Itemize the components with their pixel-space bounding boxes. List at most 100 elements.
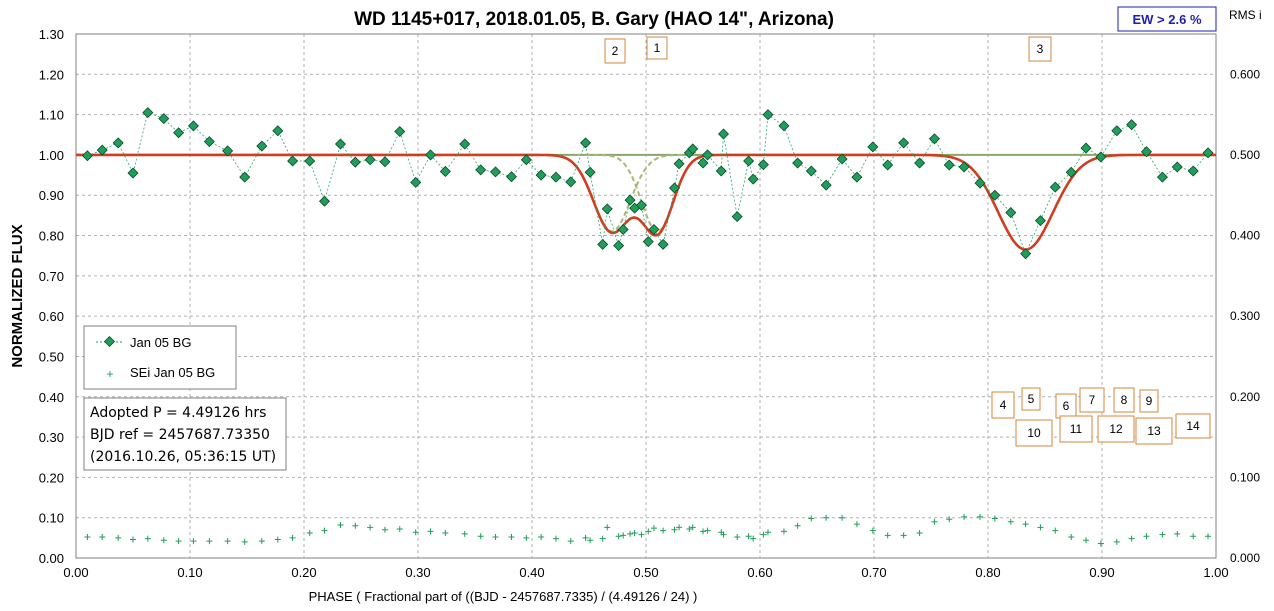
- flux-point: [187, 120, 199, 132]
- flux-point: [1095, 151, 1107, 163]
- rms-point: [853, 521, 860, 528]
- flux-point: [81, 150, 93, 162]
- x-tick-label: 0.50: [633, 565, 658, 580]
- rms-point: [587, 537, 594, 544]
- flux-point: [1005, 207, 1017, 219]
- flux-point: [475, 164, 487, 176]
- rms-point: [1022, 521, 1029, 528]
- flux-point: [222, 145, 234, 157]
- flux-point: [1126, 119, 1138, 131]
- dip-label-box: [1139, 389, 1159, 413]
- flux-point: [584, 166, 596, 178]
- info-period: Adopted P = 4.49126 hrs: [90, 405, 266, 421]
- rms-point: [1143, 533, 1150, 540]
- rms-point: [367, 524, 374, 531]
- rms-point: [289, 534, 296, 541]
- rms-point: [190, 538, 197, 545]
- y2-tick-label: 0.600: [1230, 67, 1260, 81]
- y-tick-label: 1.10: [39, 108, 64, 123]
- rms-point: [258, 538, 265, 545]
- flux-point: [851, 171, 863, 183]
- rms-point: [884, 532, 891, 539]
- rms-point: [604, 524, 611, 531]
- rms-point: [442, 530, 449, 537]
- flux-point: [928, 133, 940, 145]
- flux-point: [1049, 181, 1061, 193]
- rms-point: [274, 536, 281, 543]
- grid: [76, 34, 1216, 558]
- rms-point: [700, 528, 706, 535]
- flux-point: [173, 127, 185, 139]
- dip-label-box: [1079, 387, 1105, 413]
- rms-point: [745, 533, 752, 540]
- x-tick-label: 0.60: [747, 565, 772, 580]
- flux-point: [349, 156, 361, 168]
- flux-point: [1140, 146, 1152, 158]
- flux-point: [459, 138, 471, 150]
- y2-tick-label: 0.300: [1230, 309, 1260, 323]
- rms-point: [552, 535, 559, 542]
- flux-point: [142, 107, 154, 119]
- dip-label-box: [1015, 419, 1053, 447]
- rms-point: [1007, 518, 1014, 525]
- rms-point: [477, 533, 484, 540]
- rms-point: [567, 538, 574, 545]
- x-tick-label: 0.90: [1089, 565, 1114, 580]
- dip-label-box: [991, 391, 1015, 419]
- flux-point: [505, 171, 517, 183]
- dip-label-box: [1059, 415, 1093, 443]
- flux-point: [974, 177, 986, 189]
- rms-point: [1068, 534, 1075, 541]
- rms-point: [538, 534, 545, 541]
- flux-point: [668, 182, 681, 194]
- rms-point: [839, 514, 846, 521]
- flux-point: [287, 155, 299, 167]
- rms-point: [427, 528, 434, 535]
- flux-point: [319, 195, 331, 207]
- dip-label-box: [1028, 36, 1052, 62]
- flux-point: [757, 159, 769, 171]
- dip-label: 5: [1028, 392, 1035, 406]
- flux-point: [394, 126, 406, 138]
- rms-point: [638, 531, 645, 538]
- rms-point: [760, 531, 767, 538]
- flux-point: [158, 113, 170, 125]
- y-tick-label: 1.00: [39, 148, 64, 163]
- dip-label: 2: [612, 44, 619, 58]
- flux-point: [580, 137, 592, 149]
- y-tick-label: 0.80: [39, 229, 64, 244]
- rms-point: [671, 526, 678, 533]
- rms-point: [676, 524, 683, 531]
- flux-point: [565, 176, 577, 188]
- rms-point: [396, 525, 403, 532]
- x-axis-title: PHASE ( Fractional part of ((BJD - 24576…: [309, 589, 698, 604]
- y2-tick-label: 0.500: [1230, 148, 1260, 162]
- y-tick-label: 0.60: [39, 309, 64, 324]
- y-tick-label: 0.70: [39, 269, 64, 284]
- rms-point: [900, 532, 907, 539]
- rms-point: [794, 522, 801, 529]
- rms-point: [916, 530, 923, 537]
- rms-point: [1037, 524, 1044, 531]
- y-tick-label: 0.20: [39, 470, 64, 485]
- rms-point: [720, 531, 727, 538]
- flux-point: [1020, 248, 1032, 260]
- flux-point: [914, 157, 926, 169]
- y-axis-title: NORMALIZED FLUX: [9, 224, 26, 367]
- flux-point: [687, 143, 699, 155]
- rms-point: [523, 534, 530, 541]
- rms-point: [869, 527, 876, 534]
- ew-box: EW > 2.6 %: [1117, 6, 1217, 32]
- info-date: (2016.10.26, 05:36:15 UT): [90, 449, 276, 465]
- flux-point: [334, 138, 346, 150]
- rms-point: [1190, 533, 1197, 540]
- flux-point: [535, 169, 547, 181]
- flux-point: [898, 137, 910, 149]
- dip-label: 1: [654, 41, 661, 55]
- flux-point: [1171, 161, 1183, 173]
- rms-point: [381, 526, 388, 533]
- rms-point: [160, 537, 167, 544]
- rms-point: [1083, 537, 1090, 544]
- rms-point: [615, 533, 622, 540]
